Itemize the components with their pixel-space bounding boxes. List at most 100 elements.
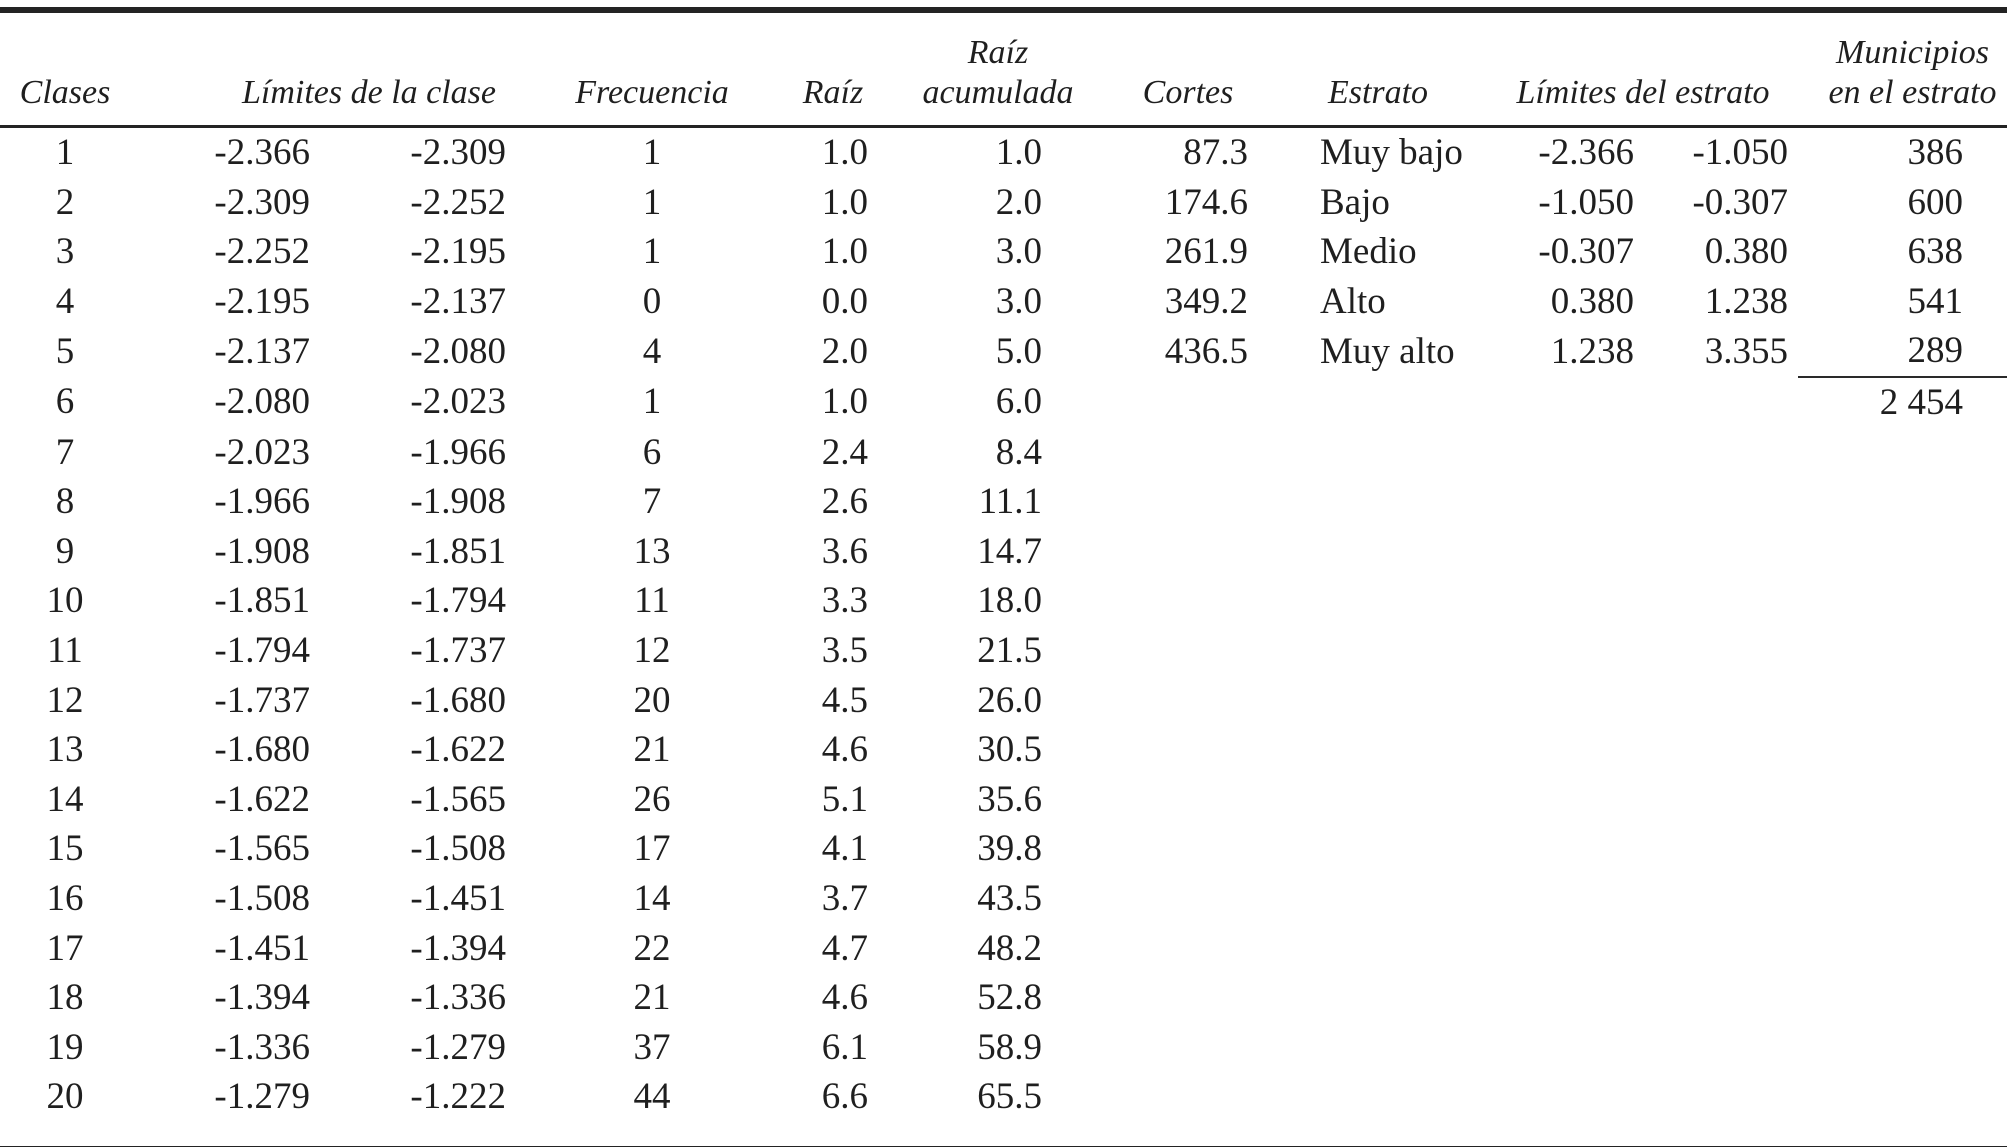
table-row: 10 -1.851 -1.794 11 3.3 18.0 — [0, 576, 2007, 626]
cell-limite-inferior-clase: -1.565 — [214, 828, 310, 870]
cell-corte: 261.9 — [1164, 231, 1248, 273]
cell-limite-superior-estrato — [1648, 576, 1798, 626]
cell-limite-superior-estrato: -1.050 — [1692, 132, 1789, 173]
header-row: Clases Límites de la clase Frecuencia Ra… — [0, 10, 2007, 128]
cell-raiz-acumulada: 8.4 — [995, 431, 1042, 473]
cell-limite-superior-estrato — [1648, 874, 1798, 924]
cell-raiz: 2.4 — [821, 431, 868, 473]
header-limites-clase-label: Límites de la clase — [241, 74, 497, 111]
cell-limite-superior-estrato — [1648, 377, 1798, 428]
cell-limite-inferior-clase: -1.794 — [214, 629, 310, 671]
cell-clase: 14 — [46, 778, 84, 820]
table-row: 4 -2.195 -2.137 0 0.0 3.0 349.2 Alto 0.3… — [0, 277, 2007, 327]
cell-limite-inferior-clase: -1.336 — [214, 1026, 310, 1068]
cell-limite-superior-estrato — [1648, 477, 1798, 527]
cell-frecuencia: 21 — [633, 977, 671, 1019]
cell-corte: 349.2 — [1164, 280, 1248, 322]
cell-raiz-acumulada: 1.0 — [995, 132, 1042, 173]
cell-municipios: 386 — [1907, 132, 1964, 173]
cell-municipios: 541 — [1907, 280, 1964, 322]
cell-municipios — [1798, 824, 2007, 874]
cell-raiz-acumulada: 30.5 — [977, 729, 1042, 771]
cell-limite-superior-clase: -2.080 — [410, 330, 506, 372]
cell-clase: 10 — [46, 580, 84, 622]
table-row: 18 -1.394 -1.336 21 4.6 52.8 — [0, 973, 2007, 1023]
table-header: Clases Límites de la clase Frecuencia Ra… — [0, 10, 2007, 128]
cell-clase: 9 — [55, 530, 75, 572]
cell-limite-inferior-clase: -2.252 — [214, 231, 310, 273]
cell-frecuencia: 22 — [633, 927, 671, 969]
cell-frecuencia: 12 — [633, 629, 671, 671]
table-row: 5 -2.137 -2.080 4 2.0 5.0 436.5 Muy alto… — [0, 326, 2007, 377]
cell-frecuencia: 21 — [633, 729, 671, 771]
cell-limite-superior-clase: -1.622 — [410, 729, 506, 771]
cell-clase: 3 — [55, 231, 75, 273]
header-clases-label: Clases — [19, 74, 111, 111]
cell-limite-superior-estrato — [1648, 924, 1798, 974]
cell-estrato — [1268, 775, 1488, 825]
cell-raiz-acumulada: 52.8 — [977, 977, 1042, 1019]
header-municipios-line2: en el estrato — [1828, 74, 1997, 111]
cell-limite-superior-clase: -1.336 — [410, 977, 506, 1019]
cell-limite-inferior-estrato — [1488, 477, 1648, 527]
table-row: 13 -1.680 -1.622 21 4.6 30.5 — [0, 725, 2007, 775]
cell-estrato — [1268, 676, 1488, 726]
header-raiz: Raíz — [758, 10, 878, 128]
cell-raiz-acumulada: 6.0 — [995, 381, 1042, 423]
cell-limite-superior-clase: -1.737 — [410, 629, 506, 671]
cell-limite-inferior-clase: -1.737 — [214, 679, 310, 721]
cell-limite-inferior-estrato — [1488, 1023, 1648, 1073]
cell-raiz-acumulada: 11.1 — [978, 481, 1042, 523]
cell-estrato — [1268, 1072, 1488, 1147]
cell-corte — [1088, 725, 1268, 775]
cell-raiz: 2.0 — [821, 330, 868, 372]
cell-corte — [1088, 924, 1268, 974]
cell-limite-superior-estrato — [1648, 1023, 1798, 1073]
cell-limite-inferior-estrato — [1488, 874, 1648, 924]
cell-municipios: 289 — [1907, 330, 1964, 372]
cell-raiz: 1.0 — [821, 381, 868, 423]
table-row: 16 -1.508 -1.451 14 3.7 43.5 — [0, 874, 2007, 924]
cell-limite-superior-clase: -2.137 — [410, 280, 506, 322]
cell-municipios — [1798, 428, 2007, 478]
stratification-table: Clases Límites de la clase Frecuencia Ra… — [0, 7, 2007, 1147]
cell-frecuencia: 6 — [642, 431, 662, 473]
cell-limite-inferior-clase: -1.279 — [214, 1076, 310, 1118]
cell-municipios — [1798, 775, 2007, 825]
cell-clase: 5 — [55, 330, 75, 372]
cell-limite-inferior-clase: -2.309 — [214, 181, 310, 223]
cell-municipios — [1798, 576, 2007, 626]
cell-raiz-acumulada: 21.5 — [977, 629, 1042, 671]
cell-limite-inferior-estrato — [1488, 428, 1648, 478]
cell-limite-inferior-estrato: 1.238 — [1550, 330, 1634, 372]
cell-raiz: 4.7 — [821, 927, 868, 969]
cell-raiz-acumulada: 35.6 — [977, 778, 1042, 820]
cell-frecuencia: 26 — [633, 778, 671, 820]
header-raiz-acumulada-line2: acumulada — [922, 74, 1074, 111]
cell-raiz: 4.6 — [821, 977, 868, 1019]
cell-limite-superior-clase: -2.309 — [410, 132, 506, 173]
cell-limite-inferior-estrato — [1488, 775, 1648, 825]
header-limites-estrato-label: Límites del estrato — [1516, 74, 1770, 111]
cell-raiz: 5.1 — [821, 778, 868, 820]
cell-clase: 12 — [46, 679, 84, 721]
cell-limite-superior-estrato — [1648, 428, 1798, 478]
cell-limite-inferior-clase: -1.508 — [214, 877, 310, 919]
cell-estrato — [1268, 428, 1488, 478]
cell-clase: 16 — [46, 877, 84, 919]
cell-limite-inferior-estrato — [1488, 824, 1648, 874]
table-row: 20 -1.279 -1.222 44 6.6 65.5 — [0, 1072, 2007, 1147]
table-row: 9 -1.908 -1.851 13 3.6 14.7 — [0, 527, 2007, 577]
cell-limite-superior-clase: -1.794 — [410, 580, 506, 622]
table-row: 12 -1.737 -1.680 20 4.5 26.0 — [0, 676, 2007, 726]
cell-estrato — [1268, 924, 1488, 974]
cell-estrato: Alto — [1320, 280, 1386, 322]
cell-estrato — [1268, 477, 1488, 527]
cell-limite-superior-estrato: -0.307 — [1692, 181, 1789, 223]
cell-raiz: 4.5 — [821, 679, 868, 721]
cell-frecuencia: 17 — [633, 828, 671, 870]
cell-raiz-acumulada: 3.0 — [995, 231, 1042, 273]
cell-corte — [1088, 626, 1268, 676]
cell-raiz: 2.6 — [821, 481, 868, 523]
cell-limite-superior-estrato — [1648, 527, 1798, 577]
